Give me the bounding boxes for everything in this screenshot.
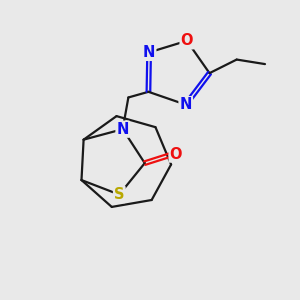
- Text: O: O: [181, 33, 193, 48]
- Text: N: N: [180, 97, 192, 112]
- Text: O: O: [169, 147, 182, 162]
- Text: S: S: [114, 187, 124, 202]
- Text: N: N: [143, 45, 155, 60]
- Text: N: N: [116, 122, 129, 137]
